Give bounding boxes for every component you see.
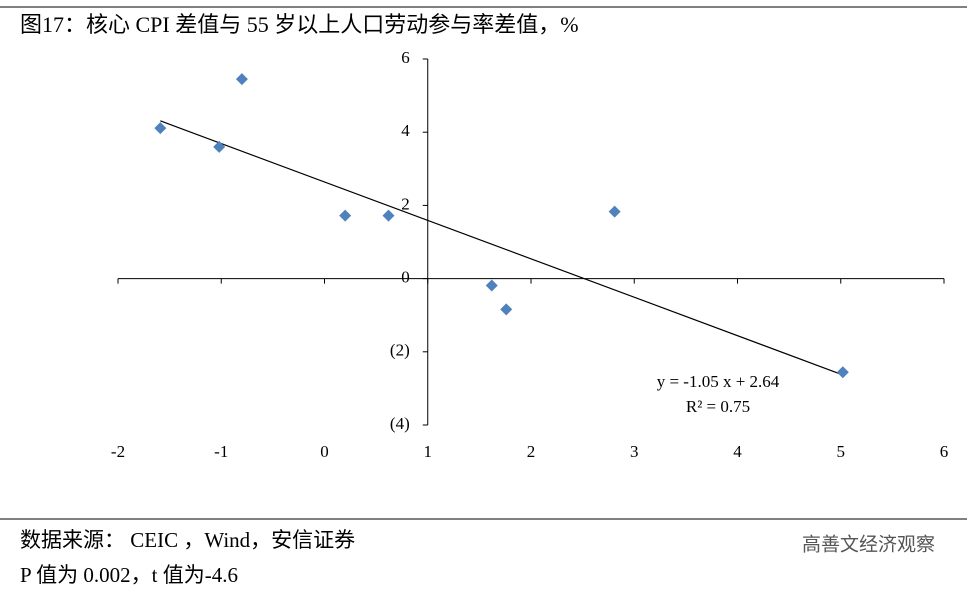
- y-tick-label: 2: [401, 194, 410, 213]
- x-tick-label: 5: [837, 442, 846, 461]
- y-tick-label: (2): [390, 341, 410, 360]
- x-tick-label: 1: [424, 442, 433, 461]
- point: [339, 209, 352, 222]
- point: [608, 205, 621, 218]
- y-tick-label: 0: [401, 268, 410, 287]
- x-tick-label: -1: [214, 442, 228, 461]
- x-tick-label: 0: [320, 442, 329, 461]
- watermark: 高善文经济观察: [802, 533, 935, 555]
- x-tick-label: -2: [111, 442, 125, 461]
- point: [485, 279, 498, 292]
- x-tick-label: 3: [630, 442, 639, 461]
- x-tick-label: 4: [733, 442, 742, 461]
- x-tick-label: 6: [940, 442, 949, 461]
- point: [382, 209, 395, 222]
- source: 数据来源： CEIC ，Wind，安信证券: [20, 528, 355, 552]
- x-tick-label: 2: [527, 442, 536, 461]
- point: [154, 122, 167, 135]
- trendline: [160, 120, 844, 376]
- y-tick-label: (4): [390, 414, 410, 433]
- chart-title: 图17：核心 CPI 差值与 55 岁以上人口劳动参与率差值，%: [20, 12, 579, 37]
- trendline-r2: R² = 0.75: [686, 397, 750, 416]
- point: [836, 366, 849, 379]
- point: [235, 73, 248, 86]
- y-tick-label: 6: [401, 48, 410, 67]
- point: [500, 303, 513, 316]
- point: [213, 140, 226, 153]
- note: P 值为 0.002，t 值为-4.6: [20, 563, 238, 587]
- y-tick-label: 4: [401, 121, 410, 140]
- trendline-equation: y = -1.05 x + 2.64: [657, 372, 780, 391]
